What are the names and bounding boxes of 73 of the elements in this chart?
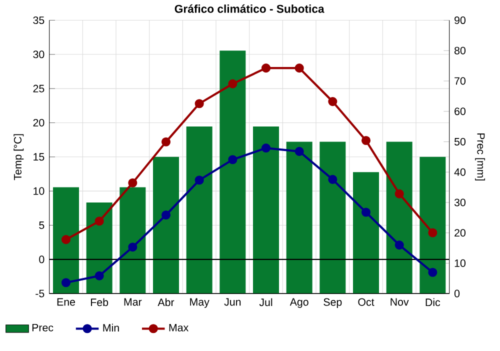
bar	[220, 50, 246, 294]
bar	[186, 126, 212, 294]
y-tick-label: 30	[33, 50, 44, 58]
y2-tick-label: 70	[454, 77, 466, 85]
point	[228, 79, 238, 88]
y-tick-label: 0	[39, 256, 44, 264]
point	[328, 97, 338, 106]
point	[161, 210, 171, 220]
x-tick-label: Ene	[57, 298, 76, 306]
y-tick-label: 35	[33, 16, 44, 24]
point	[194, 99, 204, 108]
point	[328, 174, 338, 184]
x-tick-label: Nov	[390, 298, 409, 306]
point	[394, 189, 404, 198]
y2-tick-label: 30	[454, 198, 466, 206]
chart-title: Gráfico climático - Subotica	[174, 4, 324, 13]
y2-tick-label: 40	[454, 168, 466, 176]
bar	[353, 172, 379, 294]
y-tick-label: 10	[34, 187, 44, 195]
bar	[320, 142, 346, 294]
x-tick-label: Mar	[124, 298, 142, 306]
y-tick-label: 5	[39, 222, 44, 230]
y2-tick-label: 50	[454, 138, 466, 146]
point	[61, 278, 71, 288]
y2-tick-label: 80	[454, 46, 466, 54]
point	[94, 271, 104, 280]
y-tick-label: 25	[33, 84, 44, 92]
bar	[86, 202, 112, 294]
point	[294, 146, 304, 156]
y-tick-label: -5	[36, 290, 44, 298]
point	[361, 208, 371, 217]
bar	[53, 187, 79, 294]
point	[128, 178, 138, 188]
y2-tick-label: 90	[454, 16, 466, 24]
y-axis-title: Temp [°C]	[14, 134, 24, 180]
point	[394, 240, 404, 250]
point	[428, 268, 438, 277]
y2-tick-label: 20	[454, 229, 466, 237]
x-tick-label: Ago	[290, 298, 308, 308]
y-tick-label: 15	[34, 153, 44, 161]
point	[261, 64, 271, 73]
point	[261, 144, 271, 153]
x-tick-label: Abr	[158, 298, 174, 306]
x-tick-label: Jun	[224, 298, 241, 306]
legend-label: Prec	[32, 324, 54, 332]
bar	[120, 187, 146, 294]
y2-tick-label: 60	[454, 108, 466, 116]
point	[428, 228, 438, 238]
point	[61, 235, 71, 244]
x-tick-label: Sep	[324, 298, 342, 308]
point	[294, 64, 304, 73]
bar	[420, 156, 446, 294]
bar	[286, 142, 312, 294]
y-tick-label: 20	[33, 119, 44, 127]
point	[361, 136, 371, 146]
bar	[253, 126, 279, 294]
y2-tick-label: 10	[454, 259, 466, 268]
bar	[153, 156, 179, 294]
point	[194, 176, 204, 185]
x-tick-label: Oct	[358, 298, 374, 306]
point	[161, 137, 171, 146]
legend-label: Max	[169, 324, 189, 332]
bar	[386, 142, 412, 294]
x-tick-label: May	[190, 298, 210, 308]
point	[128, 242, 138, 252]
y2-axis-title: Prec [mm]	[475, 134, 486, 180]
x-tick-label: Jul	[259, 298, 272, 306]
y2-tick-label: 0	[454, 290, 460, 298]
point	[228, 155, 238, 164]
point	[94, 216, 104, 226]
legend-label: Min	[103, 324, 119, 332]
x-tick-label: Feb	[91, 298, 108, 306]
x-tick-label: Dic	[426, 298, 440, 306]
